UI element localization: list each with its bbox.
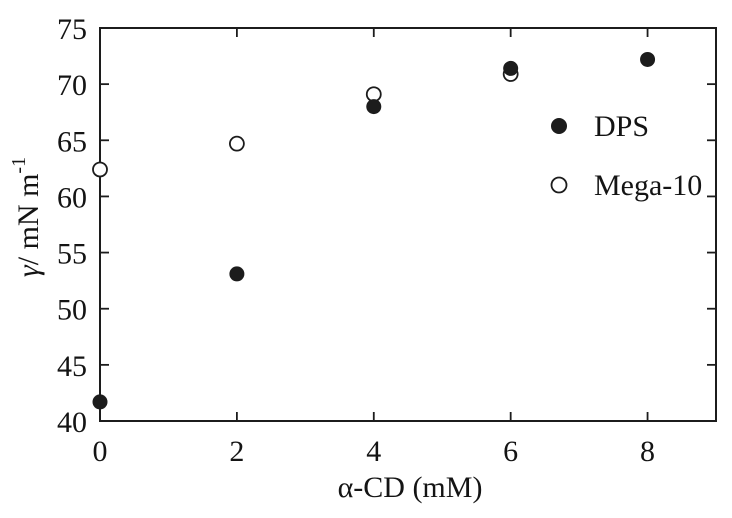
y-axis-label: γ/ mN m-1 bbox=[8, 157, 45, 277]
data-point-dps bbox=[366, 99, 382, 115]
data-point-mega-10 bbox=[92, 161, 108, 178]
y-tick-label: 50 bbox=[57, 294, 87, 327]
data-point-dps bbox=[92, 394, 108, 410]
y-tick-label: 45 bbox=[57, 350, 87, 383]
y-tick-label: 75 bbox=[57, 13, 87, 46]
data-point-mega-10 bbox=[228, 135, 245, 152]
data-point-dps bbox=[640, 51, 656, 67]
y-tick-label: 60 bbox=[57, 181, 87, 214]
data-point-dps bbox=[229, 266, 245, 282]
x-tick-label: 8 bbox=[640, 435, 655, 468]
plot-border bbox=[99, 27, 717, 422]
y-tick-label: 55 bbox=[57, 238, 87, 271]
legend-marker-dps bbox=[551, 118, 567, 134]
legend-label-dps: DPS bbox=[594, 110, 649, 143]
legend-label-mega-10: Mega-10 bbox=[594, 169, 702, 202]
x-tick-label: 4 bbox=[366, 435, 381, 468]
data-point-dps bbox=[503, 60, 519, 76]
y-tick-label: 65 bbox=[57, 125, 87, 158]
x-axis-label: α-CD (mM) bbox=[338, 471, 483, 504]
legend-marker-mega-10 bbox=[550, 176, 568, 194]
y-tick-label: 70 bbox=[57, 69, 87, 102]
x-tick-label: 0 bbox=[93, 435, 108, 468]
y-tick-label: 40 bbox=[57, 406, 87, 439]
x-tick-label: 6 bbox=[503, 435, 518, 468]
x-tick-label: 2 bbox=[229, 435, 244, 468]
